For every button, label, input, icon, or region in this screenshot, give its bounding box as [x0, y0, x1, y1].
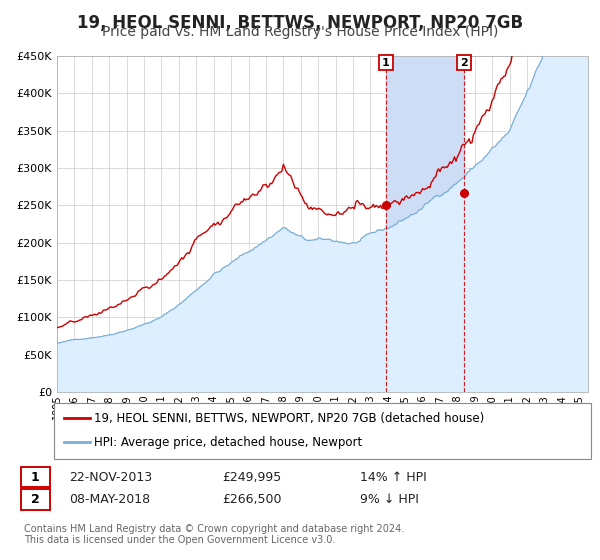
Text: 1: 1	[382, 58, 390, 68]
Text: 1: 1	[31, 470, 40, 484]
Text: Contains HM Land Registry data © Crown copyright and database right 2024.: Contains HM Land Registry data © Crown c…	[24, 524, 404, 534]
Text: 19, HEOL SENNI, BETTWS, NEWPORT, NP20 7GB (detached house): 19, HEOL SENNI, BETTWS, NEWPORT, NP20 7G…	[94, 412, 484, 425]
Text: 2: 2	[460, 58, 468, 68]
Bar	[386, 56, 464, 392]
Text: 08-MAY-2018: 08-MAY-2018	[69, 493, 150, 506]
Text: £249,995: £249,995	[222, 470, 281, 484]
Text: £266,500: £266,500	[222, 493, 281, 506]
Text: Price paid vs. HM Land Registry's House Price Index (HPI): Price paid vs. HM Land Registry's House …	[102, 25, 498, 39]
Text: 22-NOV-2013: 22-NOV-2013	[69, 470, 152, 484]
Text: 9% ↓ HPI: 9% ↓ HPI	[360, 493, 419, 506]
Text: This data is licensed under the Open Government Licence v3.0.: This data is licensed under the Open Gov…	[24, 535, 335, 545]
Text: 2: 2	[31, 493, 40, 506]
Text: 19, HEOL SENNI, BETTWS, NEWPORT, NP20 7GB: 19, HEOL SENNI, BETTWS, NEWPORT, NP20 7G…	[77, 14, 523, 32]
Text: HPI: Average price, detached house, Newport: HPI: Average price, detached house, Newp…	[94, 436, 362, 449]
Text: 14% ↑ HPI: 14% ↑ HPI	[360, 470, 427, 484]
